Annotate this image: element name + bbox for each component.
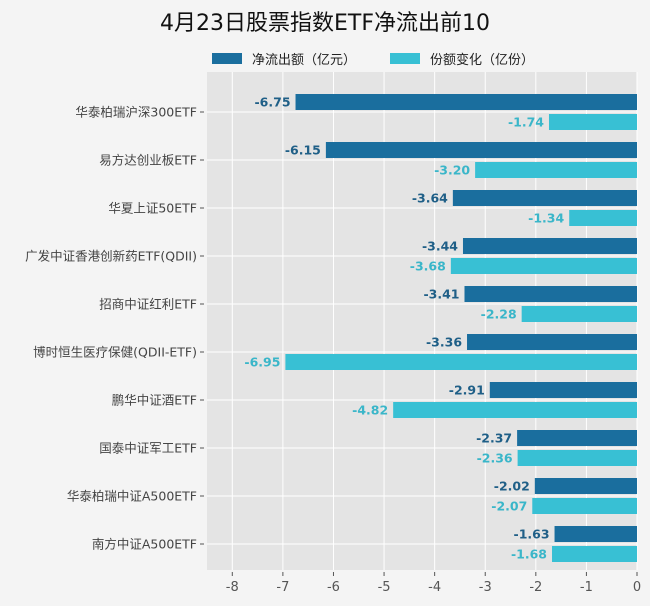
data-label: -6.75 — [254, 95, 290, 110]
x-tick-label: -1 — [580, 580, 593, 595]
data-label: -2.37 — [476, 431, 512, 446]
category-label: 华夏上证50ETF — [108, 201, 197, 216]
x-tick-label: -3 — [479, 580, 492, 595]
bar-net-outflow — [554, 526, 637, 542]
category-label: 鹏华中证酒ETF — [112, 393, 197, 408]
x-tick-label: 0 — [633, 580, 641, 595]
bar-net-outflow — [462, 238, 637, 254]
bar-net-outflow — [517, 430, 637, 446]
data-label: -2.28 — [481, 307, 517, 322]
x-tick-label: -4 — [428, 580, 441, 595]
bar-net-outflow — [452, 190, 637, 206]
data-label: -3.36 — [426, 335, 462, 350]
category-label: 华泰柏瑞中证A500ETF — [67, 489, 197, 504]
data-label: -3.44 — [422, 239, 458, 254]
category-label: 国泰中证军工ETF — [99, 441, 197, 456]
bar-net-outflow — [534, 478, 637, 494]
legend-swatch — [212, 53, 242, 64]
data-label: -3.20 — [434, 163, 470, 178]
data-label: -2.91 — [449, 383, 485, 398]
data-label: -4.82 — [352, 403, 388, 418]
bar-net-outflow — [489, 382, 637, 398]
bar-net-outflow — [295, 94, 637, 110]
bar-share-change — [532, 498, 637, 514]
data-label: -2.36 — [477, 451, 513, 466]
legend-label: 份额变化（亿份） — [430, 53, 535, 68]
legend-swatch — [390, 53, 420, 64]
category-label: 广发中证香港创新药ETF(QDII) — [25, 249, 197, 264]
bar-share-change — [521, 306, 637, 322]
bar-net-outflow — [325, 142, 637, 158]
data-label: -6.95 — [244, 355, 280, 370]
x-tick-label: -2 — [529, 580, 542, 595]
bar-share-change — [450, 258, 637, 274]
x-tick-label: -5 — [378, 580, 391, 595]
x-tick-label: -8 — [226, 580, 239, 595]
category-label: 南方中证A500ETF — [92, 537, 197, 552]
bar-share-change — [393, 402, 637, 418]
data-label: -3.68 — [410, 259, 446, 274]
bar-net-outflow — [467, 334, 637, 350]
x-tick-label: -7 — [276, 580, 289, 595]
bar-share-change — [552, 546, 637, 562]
data-label: -2.02 — [494, 479, 530, 494]
category-label: 博时恒生医疗保健(QDII-ETF) — [33, 345, 197, 360]
chart-title: 4月23日股票指数ETF净流出前10 — [160, 11, 490, 36]
category-label: 华泰柏瑞沪深300ETF — [75, 105, 197, 120]
data-label: -2.07 — [491, 499, 527, 514]
data-label: -1.34 — [528, 211, 564, 226]
data-label: -1.63 — [514, 527, 550, 542]
bar-share-change — [517, 450, 637, 466]
legend-label: 净流出额（亿元） — [252, 53, 357, 68]
bar-share-change — [548, 114, 637, 130]
bar-share-change — [569, 210, 637, 226]
category-label: 招商中证红利ETF — [99, 297, 197, 312]
legend-item-net-outflow: 净流出额（亿元） — [212, 49, 356, 68]
category-label: 易方达创业板ETF — [99, 153, 197, 168]
legend-item-share-change: 份额变化（亿份） — [390, 49, 534, 68]
bar-share-change — [475, 162, 637, 178]
bar-share-change — [285, 354, 637, 370]
data-label: -3.64 — [412, 191, 448, 206]
data-label: -3.41 — [423, 287, 459, 302]
x-tick-label: -6 — [327, 580, 340, 595]
data-label: -6.15 — [285, 143, 321, 158]
data-label: -1.68 — [511, 547, 547, 562]
bar-net-outflow — [464, 286, 637, 302]
data-label: -1.74 — [508, 115, 544, 130]
